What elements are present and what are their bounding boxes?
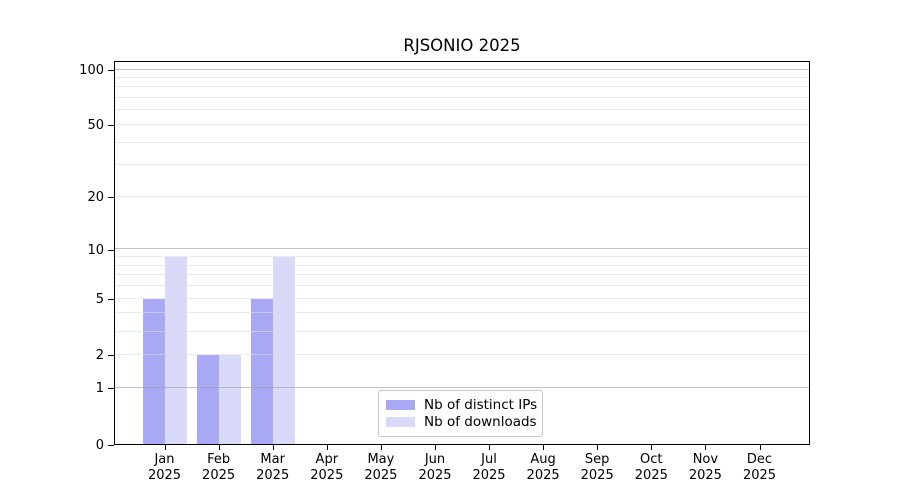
month-label: Sep [584, 452, 610, 467]
x-tick-label-may: May 2025 [349, 452, 413, 484]
legend-item-downloads: Nb of downloads [386, 414, 537, 430]
x-tick [489, 445, 490, 450]
gridline [115, 195, 809, 197]
year-label: 2025 [310, 468, 344, 483]
y-tick [108, 299, 114, 301]
month-label: Apr [315, 452, 339, 467]
month-label: Aug [530, 452, 556, 467]
y-tick-label: 100 [79, 63, 104, 78]
month-label: Oct [640, 452, 663, 467]
legend-item-distinct-ips: Nb of distinct IPs [386, 397, 538, 413]
year-label: 2025 [580, 468, 614, 483]
month-label: Jun [424, 452, 446, 467]
gridline [115, 86, 809, 88]
gridline [115, 264, 809, 266]
gridline [115, 353, 809, 355]
gridline [115, 109, 809, 111]
plot-area [114, 61, 810, 445]
legend-label: Nb of distinct IPs [424, 397, 538, 413]
x-tick [380, 445, 382, 450]
month-label: May [367, 452, 395, 467]
year-label: 2025 [364, 468, 398, 483]
bar-mar-ips [250, 298, 273, 444]
gridline [115, 330, 809, 332]
x-tick-label-jan: Jan 2025 [133, 452, 197, 484]
year-label: 2025 [472, 468, 506, 483]
year-label: 2025 [526, 468, 560, 483]
month-label: Jul [481, 452, 497, 467]
gridline [115, 141, 809, 143]
bar-feb-downloads [218, 354, 241, 444]
y-tick-label: 2 [95, 348, 104, 364]
legend-swatch [386, 400, 415, 410]
x-tick-label-feb: Feb 2025 [187, 452, 251, 484]
x-tick [651, 445, 653, 450]
month-label: Dec [746, 452, 773, 467]
year-label: 2025 [147, 468, 182, 483]
x-tick-label-jun: Jun 2025 [403, 452, 467, 484]
bar-mar-downloads [272, 257, 295, 444]
x-tick-label-sep: Sep 2025 [565, 452, 629, 484]
x-tick-label-nov: Nov 2025 [673, 452, 737, 484]
y-tick-label: 0 [95, 437, 104, 453]
bar-jan-downloads [164, 257, 187, 444]
year-label: 2025 [688, 468, 722, 483]
x-tick-label-jul: Jul 2025 [457, 452, 521, 484]
y-tick [108, 388, 114, 390]
x-tick [326, 445, 328, 450]
legend-label: Nb of downloads [424, 414, 537, 430]
x-tick-label-dec: Dec 2025 [728, 452, 792, 484]
x-tick [435, 445, 436, 450]
x-tick-label-apr: Apr 2025 [295, 452, 359, 484]
y-tick [108, 125, 114, 127]
gridline [115, 97, 809, 99]
x-tick-label-mar: Mar 2025 [241, 452, 305, 484]
y-tick [108, 444, 114, 446]
x-tick [543, 445, 545, 450]
bar-jan-ips [142, 298, 165, 444]
year-label: 2025 [634, 468, 668, 483]
y-tick [108, 197, 114, 199]
x-tick [705, 445, 707, 450]
y-tick-label: 20 [87, 190, 104, 206]
gridline [115, 297, 809, 299]
gridline [115, 123, 809, 125]
gridline [115, 256, 809, 258]
legend: Nb of distinct IPs Nb of downloads [378, 390, 543, 437]
month-label: Jan [154, 452, 175, 467]
gridline [115, 312, 809, 314]
y-tick-label: 1 [95, 381, 104, 397]
y-tick [108, 70, 114, 71]
year-label: 2025 [256, 468, 290, 483]
x-tick-label-aug: Aug 2025 [511, 452, 575, 484]
month-label: Nov [692, 452, 719, 467]
bar-feb-ips [196, 354, 219, 444]
gridline-major [115, 248, 809, 250]
x-tick [164, 445, 166, 450]
month-label: Feb [207, 452, 231, 467]
year-label: 2025 [742, 468, 777, 483]
y-tick-label: 50 [87, 118, 104, 134]
x-tick [759, 445, 761, 450]
gridline-major [115, 68, 809, 70]
month-label: Mar [260, 452, 285, 467]
x-tick [218, 445, 220, 450]
gridline [115, 164, 809, 166]
legend-swatch [386, 417, 415, 427]
gridline [115, 274, 809, 276]
year-label: 2025 [202, 468, 236, 483]
y-tick [108, 355, 114, 357]
y-tick-label: 10 [87, 242, 104, 258]
x-tick [597, 445, 599, 450]
x-tick [272, 445, 274, 450]
gridline [115, 285, 809, 287]
gridline-major [115, 386, 809, 388]
y-tick [108, 249, 114, 251]
year-label: 2025 [418, 468, 452, 483]
x-tick-label-oct: Oct 2025 [619, 452, 683, 484]
chart-title: RJSONIO 2025 [403, 36, 521, 55]
y-tick-label: 5 [95, 292, 104, 308]
gridline [115, 77, 809, 78]
